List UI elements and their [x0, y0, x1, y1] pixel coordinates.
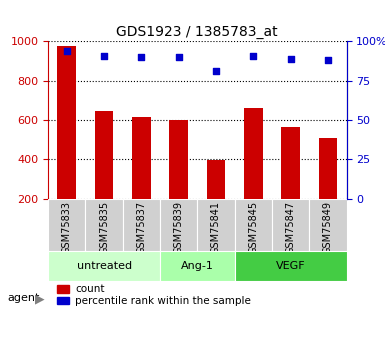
Bar: [207, 160, 225, 238]
Text: percentile rank within the sample: percentile rank within the sample: [75, 296, 251, 306]
Bar: [281, 127, 300, 238]
Text: GSM75845: GSM75845: [248, 201, 258, 255]
Text: Ang-1: Ang-1: [181, 261, 214, 271]
Point: [213, 69, 219, 74]
Text: GSM75833: GSM75833: [62, 201, 72, 254]
Bar: [160, 251, 234, 281]
Bar: [48, 251, 160, 281]
Bar: [272, 199, 309, 251]
Text: GSM75841: GSM75841: [211, 201, 221, 254]
Bar: [57, 46, 76, 238]
Point: [64, 48, 70, 53]
Bar: [234, 251, 346, 281]
Title: GDS1923 / 1385783_at: GDS1923 / 1385783_at: [117, 25, 278, 39]
Text: count: count: [75, 284, 104, 294]
Bar: [57, 297, 69, 304]
Bar: [160, 199, 197, 251]
Point: [250, 53, 256, 58]
Point: [176, 55, 182, 60]
Bar: [309, 199, 346, 251]
Bar: [57, 285, 69, 293]
Bar: [48, 199, 85, 251]
Text: GSM75847: GSM75847: [286, 201, 296, 255]
Text: GSM75837: GSM75837: [136, 201, 146, 255]
Text: GSM75835: GSM75835: [99, 201, 109, 255]
Text: untreated: untreated: [77, 261, 132, 271]
Bar: [318, 138, 337, 238]
Text: agent: agent: [8, 294, 40, 303]
Bar: [197, 199, 234, 251]
Bar: [132, 117, 151, 238]
Bar: [95, 111, 114, 238]
Bar: [85, 199, 123, 251]
Text: VEGF: VEGF: [276, 261, 305, 271]
Point: [288, 56, 294, 61]
Bar: [169, 120, 188, 238]
Point: [101, 53, 107, 58]
Bar: [234, 199, 272, 251]
Bar: [123, 199, 160, 251]
Bar: [244, 108, 263, 238]
Text: ▶: ▶: [35, 292, 44, 305]
Point: [138, 55, 144, 60]
Text: GSM75839: GSM75839: [174, 201, 184, 254]
Point: [325, 58, 331, 63]
Text: GSM75849: GSM75849: [323, 201, 333, 254]
